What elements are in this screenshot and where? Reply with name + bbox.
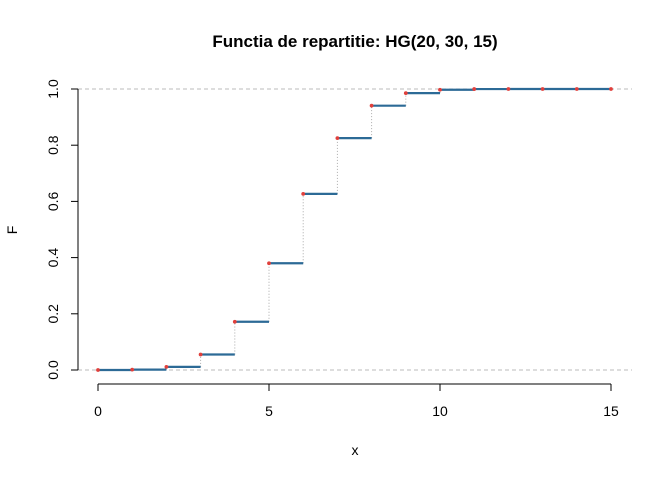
chart-title: Functia de repartitie: HG(20, 30, 15): [212, 32, 497, 51]
data-point: [96, 368, 100, 372]
step-segments: [98, 87, 611, 372]
x-tick-label: 5: [265, 403, 273, 419]
data-point: [403, 91, 408, 96]
x-tick-label: 0: [94, 403, 102, 419]
data-point: [164, 364, 169, 369]
data-point: [540, 87, 545, 91]
data-point: [472, 87, 477, 91]
y-tick-label: 0.0: [45, 360, 61, 380]
data-point: [267, 261, 271, 266]
y-tick-label: 0.4: [45, 248, 61, 268]
x-axis-label: x: [352, 442, 359, 458]
data-point: [438, 87, 442, 92]
x-tick-label: 15: [603, 403, 619, 419]
data-point: [130, 367, 135, 372]
data-point: [506, 87, 511, 91]
step-points: [96, 87, 613, 372]
data-point: [369, 103, 374, 108]
x-tick-label: 10: [432, 403, 448, 419]
data-point: [335, 136, 340, 140]
data-point: [574, 87, 579, 91]
y-tick-label: 1.0: [45, 79, 61, 99]
y-tick-label: 0.6: [45, 191, 61, 211]
data-point: [609, 87, 613, 91]
y-tick-label: 0.2: [45, 304, 61, 324]
reference-lines: [78, 88, 632, 371]
data-point: [232, 319, 237, 324]
y-tick-label: 0.8: [45, 135, 61, 155]
y-axis-label: F: [4, 226, 20, 235]
step-connectors: [131, 89, 509, 370]
axes: 0 5 10 15 0.0 0.2 0.4 0.6 0.8 1.0: [45, 79, 619, 419]
data-point: [198, 352, 203, 357]
data-point: [301, 191, 306, 196]
